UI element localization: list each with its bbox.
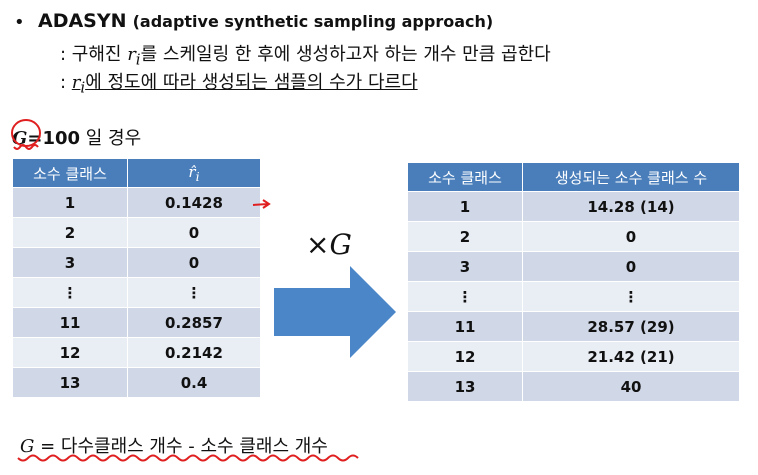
table-row: 12 0.2142 [12, 337, 261, 368]
g-variable: G [12, 128, 28, 149]
ri-cell: 0 [127, 247, 261, 278]
count-cell: ⋮ [522, 281, 740, 312]
class-cell: 12 [407, 341, 523, 372]
line1-prefix: : 구해진 [60, 44, 128, 65]
count-cell: 0 [522, 221, 740, 252]
class-cell: 1 [407, 191, 523, 222]
count-cell: 14.28 (14) [522, 191, 740, 222]
ri-cell: 0.2142 [127, 337, 261, 368]
class-cell: ⋮ [407, 281, 523, 312]
ri-cell: ⋮ [127, 277, 261, 308]
bullet-point: • [14, 12, 25, 33]
multiply-by-g: ×G [306, 228, 352, 261]
class-cell: ⋮ [12, 277, 128, 308]
g-condition: G=100 일 경우 [12, 124, 141, 150]
ri-cell: 0 [127, 217, 261, 248]
class-cell: 1 [12, 187, 128, 218]
gen-table-header-class: 소수 클래스 [407, 162, 523, 192]
ri-cell: 0.1428 [127, 187, 261, 218]
line1-variable: r [127, 44, 136, 65]
description-line-1: : 구해진 ri를 스케일링 한 후에 생성하고자 하는 개수 만큼 곱한다 [60, 40, 551, 69]
table-row: 12 21.42 (21) [407, 341, 740, 372]
class-cell: 3 [12, 247, 128, 278]
g-suffix: 일 경우 [80, 128, 142, 149]
multiply-variable: G [329, 228, 352, 261]
class-cell: 2 [407, 221, 523, 252]
table-row: 11 28.57 (29) [407, 311, 740, 342]
bottom-equation: = 다수클래스 개수 - 소수 클래스 개수 [34, 436, 328, 457]
ri-table-header-ri: r̂i [127, 158, 261, 188]
line1-suffix: 를 스케일링 한 후에 생성하고자 하는 개수 만큼 곱한다 [140, 44, 551, 65]
class-cell: 11 [407, 311, 523, 342]
class-cell: 13 [12, 367, 128, 398]
count-cell: 21.42 (21) [522, 341, 740, 372]
class-cell: 11 [12, 307, 128, 338]
table-row: 11 0.2857 [12, 307, 261, 338]
title-expansion: (adaptive synthetic sampling approach) [132, 12, 494, 31]
line2-suffix: 에 정도에 따라 생성되는 샘플의 수가 다르다 [85, 72, 418, 93]
count-cell: 0 [522, 251, 740, 282]
title-acronym: ADASYN [38, 10, 127, 32]
table-row: 13 40 [407, 371, 740, 402]
table-row: 13 0.4 [12, 367, 261, 398]
line1-variable-sub: i [135, 50, 141, 69]
multiply-sign: × [306, 228, 330, 261]
ri-table-header-class: 소수 클래스 [12, 158, 128, 188]
gen-table-header-count: 생성되는 소수 클래스 수 [522, 162, 740, 192]
table-row: ⋮ ⋮ [12, 277, 261, 308]
count-cell: 40 [522, 371, 740, 402]
count-cell: 28.57 (29) [522, 311, 740, 342]
table-row: 1 0.1428 [12, 187, 261, 218]
slide-title: ADASYN (adaptive synthetic sampling appr… [38, 10, 493, 32]
table-row: 1 14.28 (14) [407, 191, 740, 222]
table-row: ⋮ ⋮ [407, 281, 740, 312]
class-cell: 2 [12, 217, 128, 248]
g-definition: G = 다수클래스 개수 - 소수 클래스 개수 [20, 432, 328, 458]
line2-prefix: : [60, 72, 72, 93]
ri-cell: 0.4 [127, 367, 261, 398]
class-cell: 13 [407, 371, 523, 402]
bottom-variable: G [20, 436, 35, 457]
g-value: =100 [27, 128, 81, 149]
line2-variable: r [71, 72, 81, 93]
line2-variable-sub: i [80, 78, 86, 97]
description-line-2: : ri에 정도에 따라 생성되는 샘플의 수가 다르다 [60, 68, 418, 97]
class-cell: 12 [12, 337, 128, 368]
class-cell: 3 [407, 251, 523, 282]
right-arrow-icon [274, 266, 396, 358]
ri-cell: 0.2857 [127, 307, 261, 338]
